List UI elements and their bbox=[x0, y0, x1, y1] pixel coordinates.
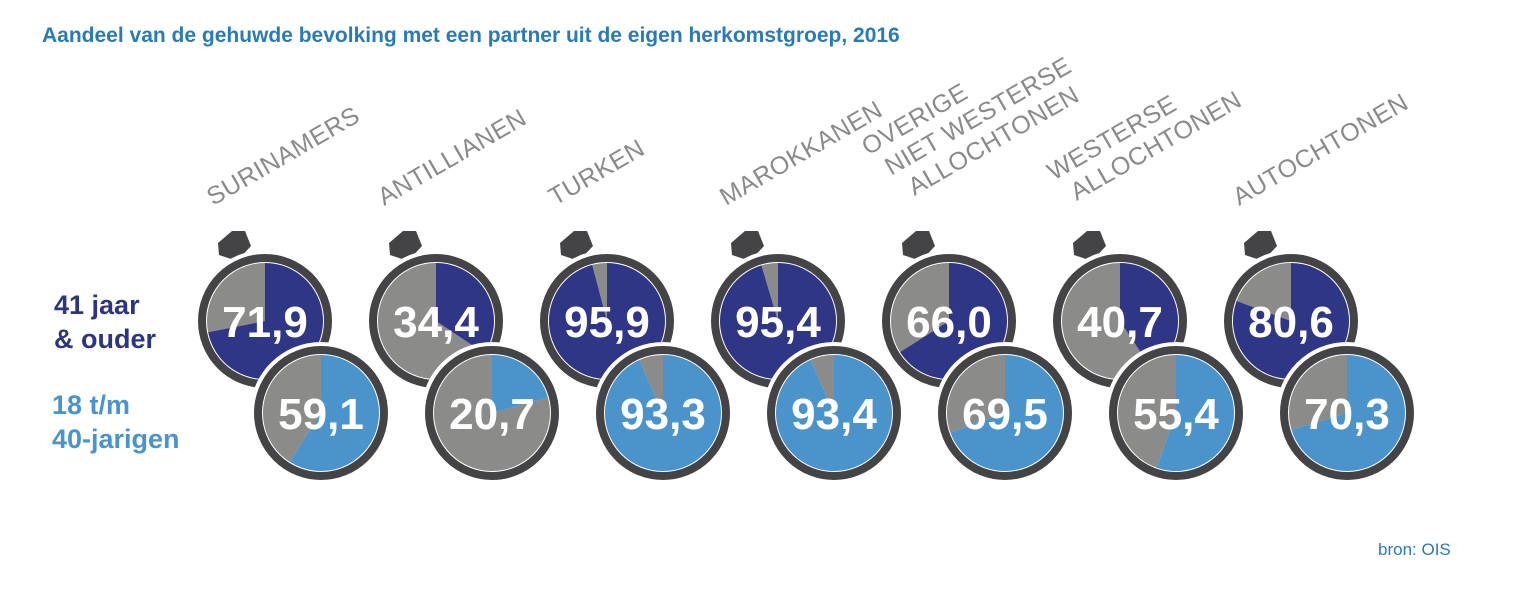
stopwatch-younger-autochtonen-value-slice bbox=[1291, 355, 1405, 471]
stopwatch-younger-antillianen: 20,7 bbox=[421, 342, 563, 484]
category-label-marokkanen: MAROKKANEN bbox=[715, 96, 887, 212]
stopwatch-younger-autochtonen-rest-slice bbox=[1288, 355, 1347, 430]
stopwatch-younger-westerse-allochtonen-value-slice bbox=[1156, 355, 1235, 471]
stopwatch-younger-turken-rest-slice bbox=[639, 355, 663, 413]
stopwatch-younger-marokkanen: 93,4 bbox=[763, 342, 905, 484]
category-label-line: ANTILLIANEN bbox=[373, 104, 531, 212]
stopwatch-older-westerse-allochtonen-value-slice bbox=[1120, 263, 1179, 370]
stopwatch-younger-marokkanen-value-slice bbox=[776, 355, 893, 471]
legend-younger-line-1: 18 t/m bbox=[52, 390, 131, 420]
stopwatch-younger-overige-niet-westerse-allochtonen-value-slice bbox=[950, 355, 1063, 472]
stopwatch-older-overige-niet-westerse-allochtonen-crown-icon bbox=[902, 231, 935, 261]
category-label-line: SURINAMERS bbox=[202, 101, 365, 211]
stopwatch-older-overige-niet-westerse-allochtonen-rest-slice bbox=[890, 263, 949, 353]
stopwatch-older-marokkanen-crown-icon bbox=[731, 231, 764, 261]
stopwatch-older-surinamers-value-label: 71,9 bbox=[222, 298, 308, 347]
stopwatch-older-westerse-allochtonen: 40,7 bbox=[1049, 231, 1191, 392]
stopwatch-older-marokkanen-rest-slice bbox=[761, 263, 778, 321]
source-note: bron: OIS bbox=[1378, 540, 1451, 559]
stopwatch-younger-turken-value-label: 93,3 bbox=[620, 390, 706, 439]
stopwatch-younger-antillianen-value-label: 20,7 bbox=[449, 390, 535, 439]
category-label-turken: TURKEN bbox=[544, 134, 650, 211]
stopwatch-older-surinamers-rest-slice bbox=[207, 263, 265, 333]
category-label-line: TURKEN bbox=[544, 134, 650, 211]
stopwatch-older-autochtonen-rest-slice bbox=[1236, 263, 1291, 321]
legend-older-line-2: & ouder bbox=[54, 324, 157, 354]
stopwatch-older-surinamers: 71,9 bbox=[194, 231, 336, 392]
stopwatch-younger-marokkanen-value-label: 93,4 bbox=[791, 390, 877, 439]
stopwatch-older-westerse-allochtonen-rest-slice bbox=[1062, 263, 1152, 379]
stopwatch-younger-overige-niet-westerse-allochtonen-rest-slice bbox=[946, 355, 1005, 433]
stopwatch-older-antillianen-value-label: 34,4 bbox=[393, 298, 479, 347]
stopwatch-older-marokkanen-value-label: 95,4 bbox=[735, 298, 821, 347]
stopwatch-older-antillianen-value-slice bbox=[436, 263, 494, 354]
stopwatch-younger-surinamers-value-label: 59,1 bbox=[278, 390, 364, 439]
stopwatch-older-autochtonen-value-label: 80,6 bbox=[1248, 298, 1334, 347]
stopwatch-younger-antillianen-rest-slice bbox=[434, 355, 551, 472]
stopwatch-younger-marokkanen-rest-slice bbox=[810, 355, 834, 413]
stopwatch-younger-overige-niet-westerse-allochtonen-value-label: 69,5 bbox=[962, 390, 1048, 439]
stopwatch-older-turken-value-label: 95,9 bbox=[564, 298, 650, 347]
chart-title: Aandeel van de gehuwde bevolking met een… bbox=[42, 24, 900, 47]
stopwatch-younger-autochtonen: 70,3 bbox=[1276, 342, 1418, 484]
category-label-autochtonen: AUTOCHTONEN bbox=[1228, 88, 1413, 211]
stopwatch-younger-overige-niet-westerse-allochtonen: 69,5 bbox=[934, 342, 1076, 484]
stopwatch-older-turken-crown-icon bbox=[560, 231, 593, 261]
category-label-line: MAROKKANEN bbox=[715, 96, 887, 212]
stopwatch-older-autochtonen-crown-icon bbox=[1244, 231, 1277, 261]
stopwatch-younger-surinamers: 59,1 bbox=[250, 342, 392, 484]
stopwatch-younger-westerse-allochtonen-value-label: 55,4 bbox=[1133, 390, 1219, 439]
stopwatch-younger-autochtonen-value-label: 70,3 bbox=[1304, 390, 1390, 439]
stopwatch-older-overige-niet-westerse-allochtonen-value-label: 66,0 bbox=[906, 298, 992, 347]
legend-younger: 18 t/m 40-jarigen bbox=[52, 388, 180, 456]
stopwatch-younger-turken: 93,3 bbox=[592, 342, 734, 484]
legend-younger-line-2: 40-jarigen bbox=[52, 424, 180, 454]
category-label-line: AUTOCHTONEN bbox=[1228, 88, 1413, 211]
category-label-surinamers: SURINAMERS bbox=[202, 101, 365, 211]
stopwatch-older-antillianen-crown-icon bbox=[389, 231, 422, 261]
stopwatch-younger-westerse-allochtonen-rest-slice bbox=[1118, 355, 1176, 468]
stopwatch-younger-antillianen-value-slice bbox=[492, 355, 548, 413]
stopwatch-younger-surinamers-rest-slice bbox=[263, 355, 321, 462]
stopwatch-older-surinamers-crown-icon bbox=[218, 231, 251, 261]
stopwatch-older-westerse-allochtonen-value-label: 40,7 bbox=[1077, 298, 1163, 347]
category-label-antillianen: ANTILLIANEN bbox=[373, 104, 531, 212]
stopwatch-older-antillianen-rest-slice bbox=[377, 263, 485, 380]
stopwatch-older-westerse-allochtonen-crown-icon bbox=[1073, 231, 1106, 261]
stopwatch-younger-turken-value-slice bbox=[604, 355, 721, 471]
stopwatch-older-turken-rest-slice bbox=[592, 263, 607, 321]
legend-older: 41 jaar & ouder bbox=[54, 288, 156, 356]
legend-older-line-1: 41 jaar bbox=[54, 290, 140, 320]
stopwatch-younger-westerse-allochtonen: 55,4 bbox=[1105, 342, 1247, 484]
stopwatch-younger-surinamers-value-slice bbox=[289, 355, 380, 471]
